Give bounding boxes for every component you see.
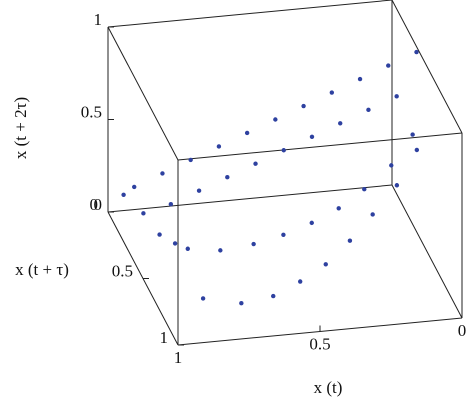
point: [323, 262, 328, 267]
point: [273, 117, 278, 122]
y-tick-label: 0: [90, 195, 99, 214]
point: [281, 148, 286, 153]
point: [357, 76, 363, 82]
z-tick-label: 0: [94, 195, 103, 214]
point: [309, 220, 314, 226]
point: [188, 157, 193, 163]
point: [329, 90, 335, 95]
y-axis-label: x (t + τ): [15, 260, 69, 279]
point: [338, 121, 343, 126]
point: [172, 241, 178, 246]
point: [389, 163, 394, 168]
box-edge: [107, 26, 179, 161]
point: [168, 201, 174, 207]
box-edge: [391, 184, 463, 319]
point: [185, 246, 190, 251]
box-edge: [391, 0, 463, 134]
point: [370, 212, 375, 217]
point: [336, 206, 341, 211]
point: [362, 187, 367, 192]
point: [225, 175, 230, 180]
point: [244, 130, 250, 136]
x-tick-label: 0: [458, 321, 467, 340]
point: [298, 279, 303, 284]
x-axis-label: x (t): [314, 378, 343, 397]
point: [301, 103, 306, 109]
point: [309, 134, 315, 139]
point: [239, 301, 244, 306]
y-tick-label: 1: [160, 328, 169, 347]
point: [200, 296, 206, 301]
z-tick-label: 0.5: [81, 102, 102, 121]
point: [132, 184, 137, 190]
point: [157, 232, 162, 237]
point: [216, 144, 222, 149]
point: [366, 107, 371, 113]
y-tick-label: 0.5: [112, 261, 133, 280]
x-tick-label: 1: [174, 348, 183, 367]
point: [141, 211, 146, 216]
point: [281, 232, 286, 237]
point: [160, 171, 165, 176]
point: [414, 147, 420, 153]
point: [251, 241, 256, 247]
box-edge: [107, 0, 393, 28]
point: [271, 293, 276, 299]
point: [394, 183, 400, 188]
box-edge: [107, 184, 393, 213]
point: [394, 94, 399, 99]
box-edge: [177, 132, 463, 161]
z-tick-label: 1: [94, 10, 103, 29]
point: [196, 188, 202, 193]
point: [218, 248, 223, 253]
point: [410, 132, 415, 137]
point: [414, 49, 419, 55]
point: [253, 161, 258, 166]
point: [347, 238, 353, 243]
z-axis-label: x (t + 2τ): [11, 97, 30, 159]
point: [386, 63, 391, 68]
point: [121, 192, 126, 198]
x-tick-label: 0.5: [309, 334, 330, 353]
